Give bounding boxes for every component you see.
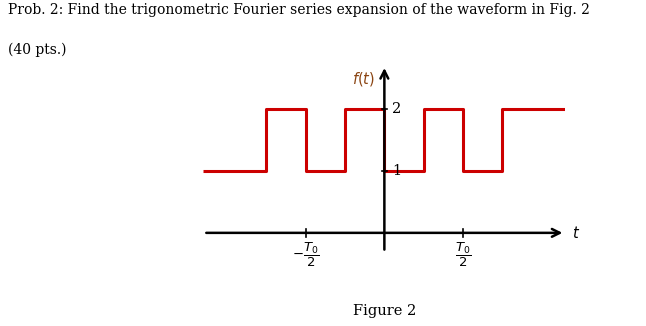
- Text: Figure 2: Figure 2: [353, 304, 416, 318]
- Text: 1: 1: [392, 164, 401, 178]
- Text: $-\dfrac{T_0}{2}$: $-\dfrac{T_0}{2}$: [292, 241, 320, 269]
- Text: Prob. 2: Find the trigonometric Fourier series expansion of the waveform in Fig.: Prob. 2: Find the trigonometric Fourier …: [8, 3, 590, 17]
- Text: (40 pts.): (40 pts.): [8, 42, 67, 57]
- Text: 2: 2: [392, 102, 401, 116]
- Text: $t$: $t$: [572, 225, 579, 241]
- Text: $\dfrac{T_0}{2}$: $\dfrac{T_0}{2}$: [455, 241, 471, 269]
- Text: $f(t)$: $f(t)$: [352, 70, 375, 88]
